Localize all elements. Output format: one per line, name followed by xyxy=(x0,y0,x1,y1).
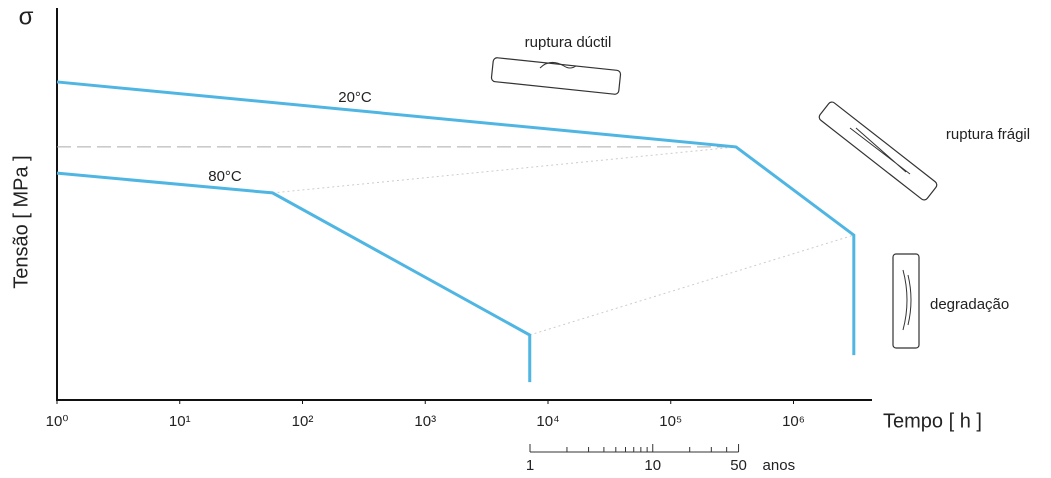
years-tick-label: 10 xyxy=(644,457,661,474)
y-symbol: σ xyxy=(19,3,34,30)
series-label: 20°C xyxy=(338,89,372,106)
series-line xyxy=(57,82,854,355)
x-tick-label: 10³ xyxy=(414,413,436,430)
x-tick-label: 10⁰ xyxy=(46,413,69,430)
x-tick-label: 10⁶ xyxy=(782,413,805,430)
annotation: ruptura frágil xyxy=(946,126,1030,143)
x-tick-label: 10⁵ xyxy=(659,413,682,430)
years-label: anos xyxy=(763,457,796,474)
ductile-pipe-icon xyxy=(491,57,621,94)
series-line xyxy=(57,173,530,382)
annotation: ruptura dúctil xyxy=(525,34,612,51)
guide-dotted xyxy=(273,147,736,193)
degradation-pipe-icon xyxy=(893,254,919,348)
annotation: degradação xyxy=(930,296,1009,313)
years-tick-label: 1 xyxy=(526,457,534,474)
x-axis-label: Tempo [ h ] xyxy=(883,410,982,432)
years-tick-label: 50 xyxy=(730,457,747,474)
x-tick-label: 10² xyxy=(292,413,314,430)
brittle-pipe-icon xyxy=(818,100,939,201)
guide-dotted xyxy=(530,235,854,335)
x-tick-label: 10⁴ xyxy=(536,413,559,430)
y-axis-label: Tensão [ MPa ] xyxy=(10,155,32,288)
series-label: 80°C xyxy=(208,168,242,185)
chart: σ Tensão [ MPa ] Tempo [ h ] ruptura dúc… xyxy=(0,0,1051,478)
x-tick-label: 10¹ xyxy=(169,413,191,430)
